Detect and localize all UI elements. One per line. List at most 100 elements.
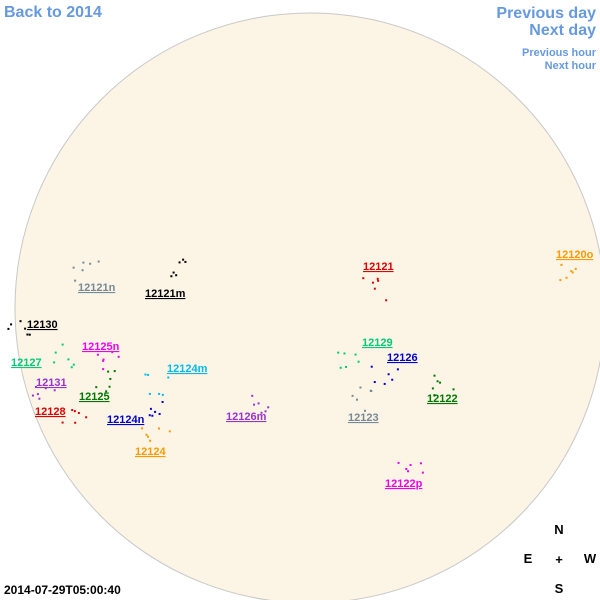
spot [111,351,114,354]
spot [74,279,77,282]
spot [178,261,181,264]
region-label[interactable]: 12130 [27,319,58,331]
region-label[interactable]: 12129 [362,337,393,349]
region-label[interactable]: 12120o [556,249,594,261]
region-label[interactable]: 12124m [167,363,208,375]
spot [385,299,388,302]
spot [421,471,424,474]
compass-west: W [584,551,597,566]
spot [356,398,359,401]
spot [351,394,354,397]
spot [267,406,270,409]
spot [157,427,160,430]
spot [167,376,170,379]
region-label[interactable]: 12123 [348,412,379,424]
previous-day-link[interactable]: Previous day [496,5,596,22]
spot [419,462,422,465]
spot [405,468,408,471]
spot [574,267,577,270]
spot [161,393,164,396]
spot [170,275,173,278]
region-label[interactable]: 12124 [135,446,166,458]
spot [70,366,73,369]
spot [433,374,436,377]
spot [149,407,152,410]
spot [38,397,41,400]
region-label[interactable]: 12131 [36,377,67,389]
region-label[interactable]: 12125 [79,391,110,403]
spot [82,261,85,264]
spot [102,358,105,361]
spot [373,287,376,290]
spot [370,365,373,368]
spot [72,266,75,269]
region-label[interactable]: 12121n [78,282,116,294]
spot [182,258,185,261]
spot [19,320,22,323]
spot [337,351,340,354]
spot [67,358,70,361]
region-label[interactable]: 12121 [363,261,394,273]
spot [107,370,110,373]
region-label[interactable]: 12124n [107,414,145,426]
spot [407,470,410,473]
spot [397,461,400,464]
spot [357,360,360,363]
spot [53,389,56,392]
spot [431,387,434,390]
region-label[interactable]: 12128 [35,406,66,418]
spot [89,262,92,265]
region-label[interactable]: 12122p [385,478,423,490]
spot [345,365,348,368]
next-day-link[interactable]: Next day [529,22,596,39]
spot [145,433,148,436]
spot [383,382,386,385]
region-label[interactable]: 12122 [427,393,458,405]
back-link[interactable]: Back to 2014 [4,4,102,21]
spot [377,279,380,282]
spot [387,373,390,376]
spot [147,373,150,376]
spot [61,343,64,346]
spot [7,327,10,330]
spot [71,409,74,412]
spot [364,409,367,412]
spot [34,386,37,389]
region-label[interactable]: 12126m [226,411,267,423]
region-label[interactable]: 12121m [145,288,186,300]
spot [151,414,154,417]
spot [146,435,149,438]
spot [74,421,77,424]
spot [61,421,64,424]
region-label[interactable]: 12126 [387,352,418,364]
spot [257,402,260,405]
spot [184,260,187,263]
spot [560,263,563,266]
next-hour-link[interactable]: Next hour [545,60,597,72]
spot [354,353,357,356]
spot [570,270,573,273]
spot [264,410,267,413]
spot [571,271,574,274]
spot [396,368,399,371]
spot [373,381,376,384]
spot [339,366,342,369]
spot [371,281,374,284]
timestamp: 2014-07-29T05:00:40 [4,583,121,597]
spot [44,387,47,390]
compass-north: N [554,522,563,537]
spot [158,412,161,415]
spot [113,370,116,373]
spot [105,390,108,393]
region-label[interactable]: 12125n [82,341,120,353]
spot [81,269,84,272]
previous-hour-link[interactable]: Previous hour [522,47,597,59]
spot [172,271,175,274]
spot [54,351,57,354]
spot [376,277,379,280]
spot [175,274,178,277]
spot [28,333,31,336]
region-label[interactable]: 12127 [11,357,42,369]
spot [559,279,562,282]
